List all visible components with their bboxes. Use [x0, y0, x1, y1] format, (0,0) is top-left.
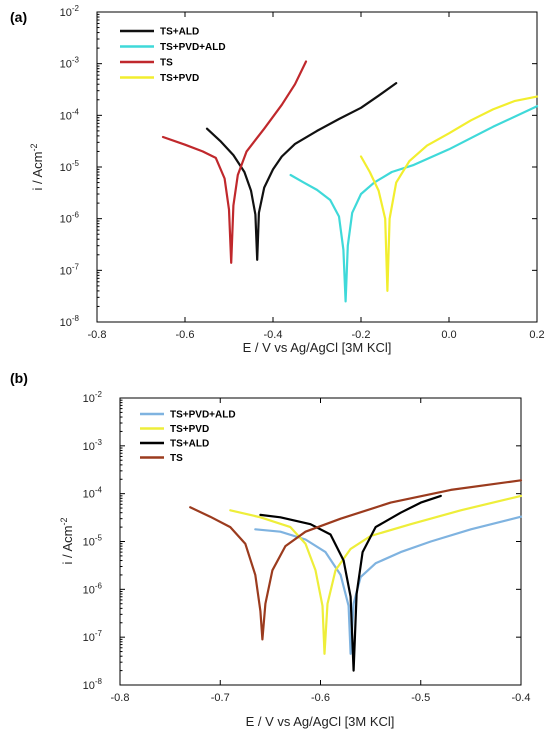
- x-tick-label: -0.2: [352, 329, 371, 341]
- legend-label-ts: TS: [160, 58, 173, 69]
- legend-label-ts: TS: [170, 453, 183, 464]
- series-line-ts-pvd-ald: [289, 105, 539, 303]
- y-tick-label: 10-2: [60, 4, 80, 19]
- y-tick-label: 10-3: [60, 56, 80, 71]
- y-tick-label: 10-7: [60, 262, 80, 277]
- y-tick-label: 10-2: [83, 390, 103, 405]
- y-axis-title: i / Acm-2: [59, 517, 75, 564]
- x-axis-title: E / V vs Ag/AgCl [3M KCl]: [243, 340, 392, 355]
- panel-label: (a): [10, 9, 27, 25]
- y-tick-label: 10-5: [83, 534, 103, 549]
- x-tick-label: -0.6: [311, 692, 330, 704]
- x-tick-label: -0.8: [111, 692, 130, 704]
- y-tick-label: 10-7: [83, 629, 103, 644]
- legend-label-ts-ald: TS+ALD: [170, 439, 209, 450]
- series-line-ts-pvd: [359, 95, 539, 292]
- y-tick-label: 10-8: [83, 677, 103, 692]
- legend: TS+PVD+ALD TS+PVD TS+ALD TS: [140, 410, 236, 464]
- y-tick-label: 10-4: [83, 486, 103, 501]
- panel-label: (b): [10, 370, 28, 386]
- x-tick-label: -0.7: [211, 692, 230, 704]
- x-tick-label: 0.2: [529, 329, 544, 341]
- legend-label-ts-pvd: TS+PVD: [170, 424, 209, 435]
- y-tick-label: 10-5: [60, 159, 80, 174]
- y-tick-label: 10-4: [60, 107, 80, 122]
- series-line-ts-ald: [205, 82, 398, 261]
- chart-panel-b: (b) -0.8 -0.7 -0.6 -0.5 -0.4 10-8 10-7 10-6 10-5 1…: [10, 370, 530, 729]
- x-tick-label: -0.4: [512, 692, 531, 704]
- chart-panel-a: (a) -0.8 -0.6 -0.4 -0.2 0.0 0.2 10-8 10-7 10-6 10-…: [10, 4, 545, 355]
- legend-label-ts-pvd: TS+PVD: [160, 73, 199, 84]
- series-line-ts-pvd: [229, 494, 523, 655]
- x-tick-label: 0.0: [441, 329, 456, 341]
- y-tick-label: 10-6: [60, 211, 80, 226]
- legend-label-ts-pvd-ald: TS+PVD+ALD: [160, 42, 226, 53]
- x-tick-label: -0.8: [88, 329, 107, 341]
- legend-label-ts-pvd-ald: TS+PVD+ALD: [170, 410, 236, 421]
- series-line-ts: [189, 479, 523, 641]
- y-tick-label: 10-3: [83, 438, 103, 453]
- y-tick-label: 10-6: [83, 581, 103, 596]
- series-line-ts-ald: [259, 494, 442, 672]
- x-axis-title: E / V vs Ag/AgCl [3M KCl]: [246, 714, 395, 729]
- y-axis-title: i / Acm-2: [29, 143, 45, 190]
- series-line-ts-pvd-ald: [254, 515, 523, 655]
- x-tick-label: -0.5: [411, 692, 430, 704]
- legend-label-ts-ald: TS+ALD: [160, 27, 199, 38]
- y-tick-label: 10-8: [60, 314, 80, 329]
- legend: TS+ALD TS+PVD+ALD TS TS+PVD: [120, 27, 226, 84]
- x-tick-label: -0.4: [264, 329, 283, 341]
- x-tick-label: -0.6: [176, 329, 195, 341]
- series-line-ts: [161, 60, 308, 264]
